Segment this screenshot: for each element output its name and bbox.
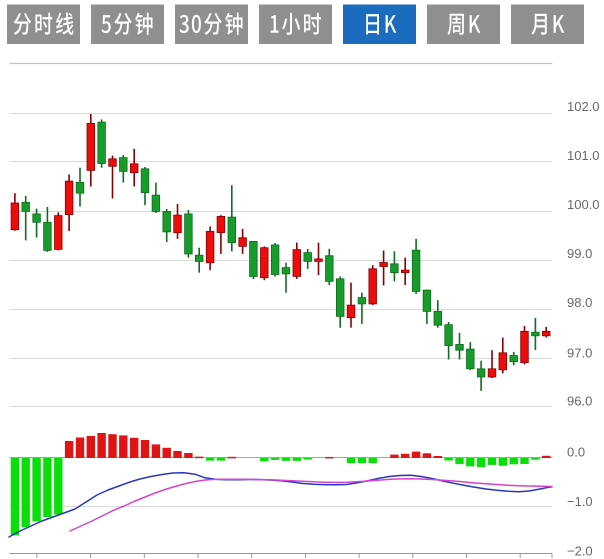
svg-text:−1.0: −1.0	[567, 494, 593, 509]
svg-text:96.0: 96.0	[567, 394, 592, 409]
svg-text:−2.0: −2.0	[567, 544, 593, 559]
svg-text:102.0: 102.0	[567, 99, 600, 114]
svg-text:101.0: 101.0	[567, 148, 600, 163]
svg-text:97.0: 97.0	[567, 346, 592, 361]
svg-text:100.0: 100.0	[567, 197, 600, 212]
svg-text:0.0: 0.0	[567, 445, 585, 460]
svg-text:98.0: 98.0	[567, 295, 592, 310]
svg-text:99.0: 99.0	[567, 246, 592, 261]
